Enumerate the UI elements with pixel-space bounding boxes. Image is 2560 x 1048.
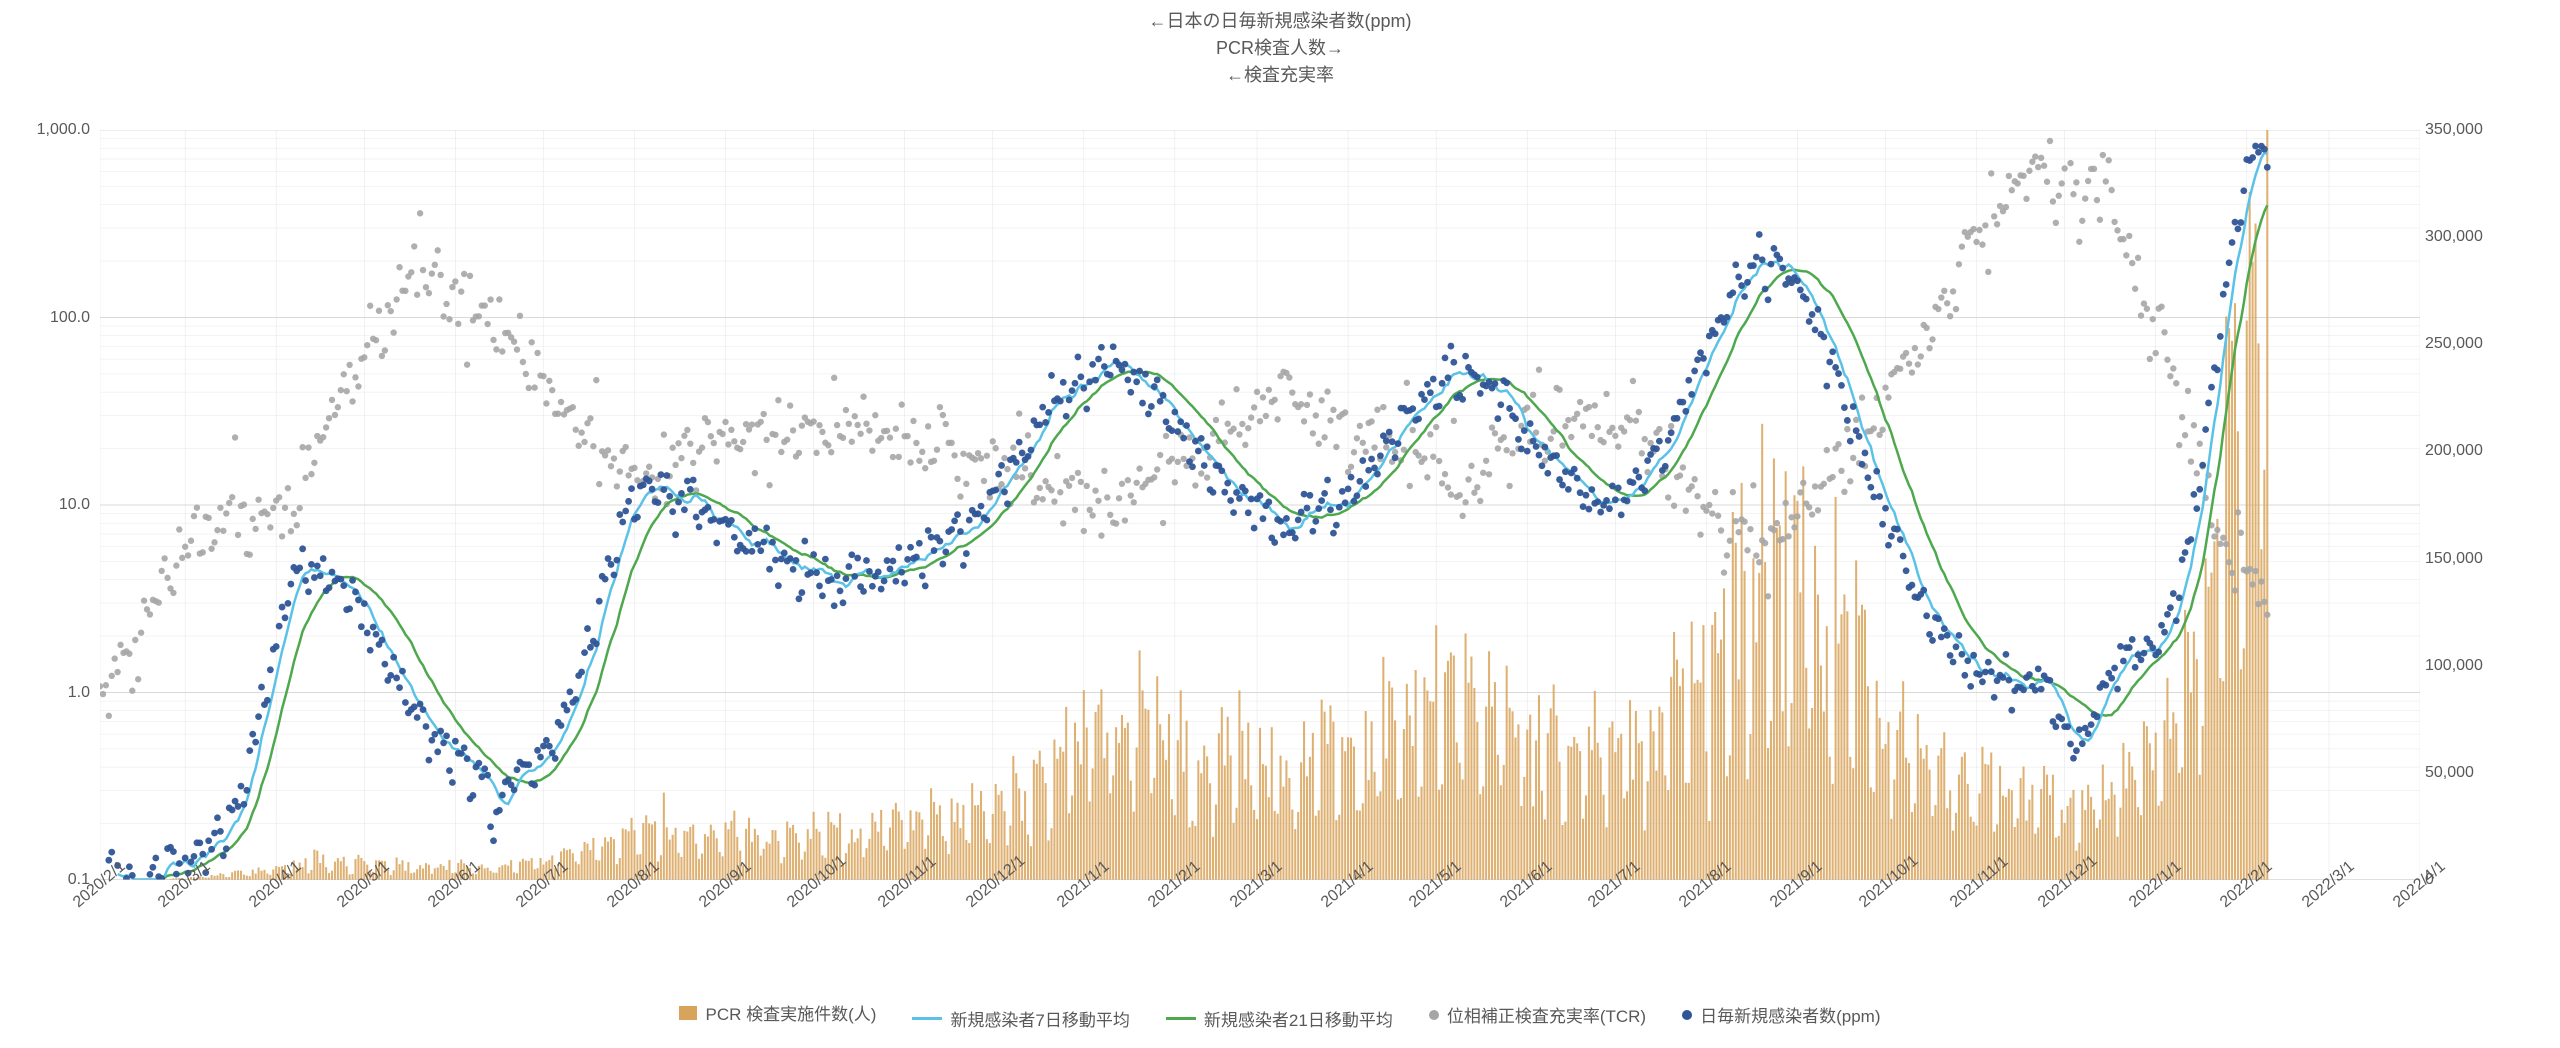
- y-axis-left: 0.11.010.0100.01,000.0: [0, 130, 95, 880]
- legend-label-tcr: 位相補正検査充実率(TCR): [1447, 1002, 1646, 1027]
- y-left-tick: 10.0: [59, 496, 90, 514]
- legend-label-ma7: 新規感染者7日移動平均: [950, 1006, 1129, 1031]
- legend-label-ma21: 新規感染者21日移動平均: [1204, 1006, 1393, 1031]
- y-right-tick: 250,000: [2425, 335, 2483, 353]
- legend-item-pcr: PCR 検査実施件数(人): [679, 1000, 876, 1025]
- plot-area: [100, 130, 2420, 880]
- daily-ppm-dots: [105, 143, 2270, 880]
- y-right-tick: 150,000: [2425, 550, 2483, 568]
- chart-title: ←日本の日毎新規感染者数(ppm) PCR検査人数→ ←検査充実率: [0, 8, 2560, 89]
- y-right-tick: 350,000: [2425, 121, 2483, 139]
- y-right-tick: 50,000: [2425, 764, 2474, 782]
- y-right-tick: 300,000: [2425, 228, 2483, 246]
- legend-label-daily: 日毎新規感染者数(ppm): [1700, 1002, 1880, 1027]
- legend-item-ma21: 新規感染者21日移動平均: [1166, 1006, 1393, 1031]
- y-left-tick: 1,000.0: [37, 121, 90, 139]
- ma21-line: [159, 205, 2268, 878]
- legend-item-daily: 日毎新規感染者数(ppm): [1682, 1002, 1880, 1027]
- legend-item-ma7: 新規感染者7日移動平均: [912, 1006, 1129, 1031]
- plot-svg: [100, 130, 2420, 880]
- legend-label-pcr: PCR 検査実施件数(人): [705, 1000, 876, 1025]
- y-left-tick: 1.0: [68, 684, 90, 702]
- title-line-3: ←検査充実率: [0, 62, 2560, 89]
- chart-container: ←日本の日毎新規感染者数(ppm) PCR検査人数→ ←検査充実率 0.11.0…: [0, 0, 2560, 1048]
- y-right-tick: 100,000: [2425, 657, 2483, 675]
- title-line-1: ←日本の日毎新規感染者数(ppm): [0, 8, 2560, 35]
- legend: PCR 検査実施件数(人) 新規感染者7日移動平均 新規感染者21日移動平均 位相補正…: [0, 1000, 2560, 1031]
- legend-item-tcr: 位相補正検査充実率(TCR): [1429, 1002, 1646, 1027]
- y-left-tick: 100.0: [50, 309, 90, 327]
- title-line-2: PCR検査人数→: [0, 35, 2560, 62]
- y-axis-right: 050,000100,000150,000200,000250,000300,0…: [2420, 130, 2550, 880]
- legend-swatch-daily: [1682, 1010, 1692, 1020]
- legend-swatch-pcr: [679, 1006, 697, 1020]
- y-right-tick: 200,000: [2425, 442, 2483, 460]
- x-axis: 2020/2/12020/3/12020/4/12020/5/12020/6/1…: [100, 880, 2420, 980]
- legend-swatch-ma7: [912, 1017, 942, 1020]
- legend-swatch-ma21: [1166, 1017, 1196, 1020]
- legend-swatch-tcr: [1429, 1010, 1439, 1020]
